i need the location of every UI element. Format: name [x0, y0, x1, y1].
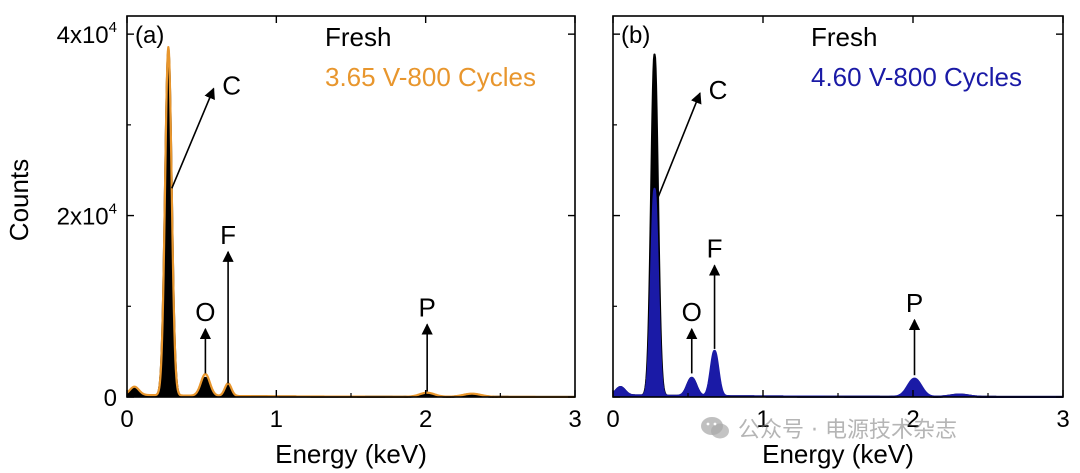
x-tick-label: 1: [270, 406, 283, 433]
annotation-arrow: [657, 92, 702, 198]
annotation-label: C: [709, 75, 728, 105]
y-tick-label-exponent: 4: [109, 19, 117, 36]
y-tick-label: 4x104: [57, 19, 117, 49]
panel-b: 0 1 2 3 Energy (keV) (b) Fresh 4.60 V-800 Cycle…: [606, 15, 1070, 469]
y-tick-label: 2x104: [57, 201, 117, 231]
panel-label: (a): [135, 22, 164, 49]
watermark-text: 公众号 · 电源技术杂志: [738, 418, 957, 443]
series-fill-fresh: [613, 54, 1063, 398]
series-fill-4-60-v-800-cycles: [613, 188, 1063, 397]
annotation-label: F: [220, 220, 236, 250]
annotation-label: O: [682, 297, 702, 327]
x-tick-label: 1: [756, 406, 769, 433]
panel-label: (b): [621, 22, 650, 49]
series-line-fresh: [126, 49, 576, 399]
y-tick-label-base: 0: [104, 385, 117, 412]
annotation-label: P: [906, 288, 923, 318]
annotation-label: O: [195, 297, 215, 327]
x-axis-title: Energy (keV): [275, 439, 427, 469]
series-line-3-65-v-800-cycles: [126, 45, 576, 399]
series-line-4-60-v-800-cycles: [612, 187, 1064, 399]
legend-entry: Fresh: [811, 22, 877, 52]
y-tick-label-base: 2x10: [57, 204, 109, 231]
y-axis-title: Counts: [4, 159, 34, 241]
x-tick-label: 2: [419, 406, 432, 433]
y-tick-label-base: 4x10: [57, 22, 109, 49]
x-tick-label: 2: [906, 406, 919, 433]
x-tick-label: 3: [568, 406, 581, 433]
x-tick-label: 0: [606, 406, 619, 433]
x-axis-title: Energy (keV): [762, 439, 914, 469]
legend-entry: Fresh: [325, 22, 391, 52]
watermark: 公众号 · 电源技术杂志: [700, 412, 957, 444]
annotation-label: F: [707, 233, 723, 263]
annotation-label: C: [222, 71, 241, 101]
series-fill-fresh: [127, 51, 575, 398]
wechat-icon: [701, 417, 729, 439]
x-tick-label: 0: [120, 406, 133, 433]
annotation-label: P: [418, 292, 435, 322]
legend-entry: 3.65 V-800 Cycles: [325, 62, 536, 92]
legend-entry: 4.60 V-800 Cycles: [811, 62, 1022, 92]
series-line-fresh: [612, 53, 1064, 399]
y-tick-label-exponent: 4: [109, 201, 117, 218]
annotation-arrow: [171, 87, 215, 189]
x-tick-label: 3: [1056, 406, 1069, 433]
y-tick-label: 0: [104, 385, 117, 412]
